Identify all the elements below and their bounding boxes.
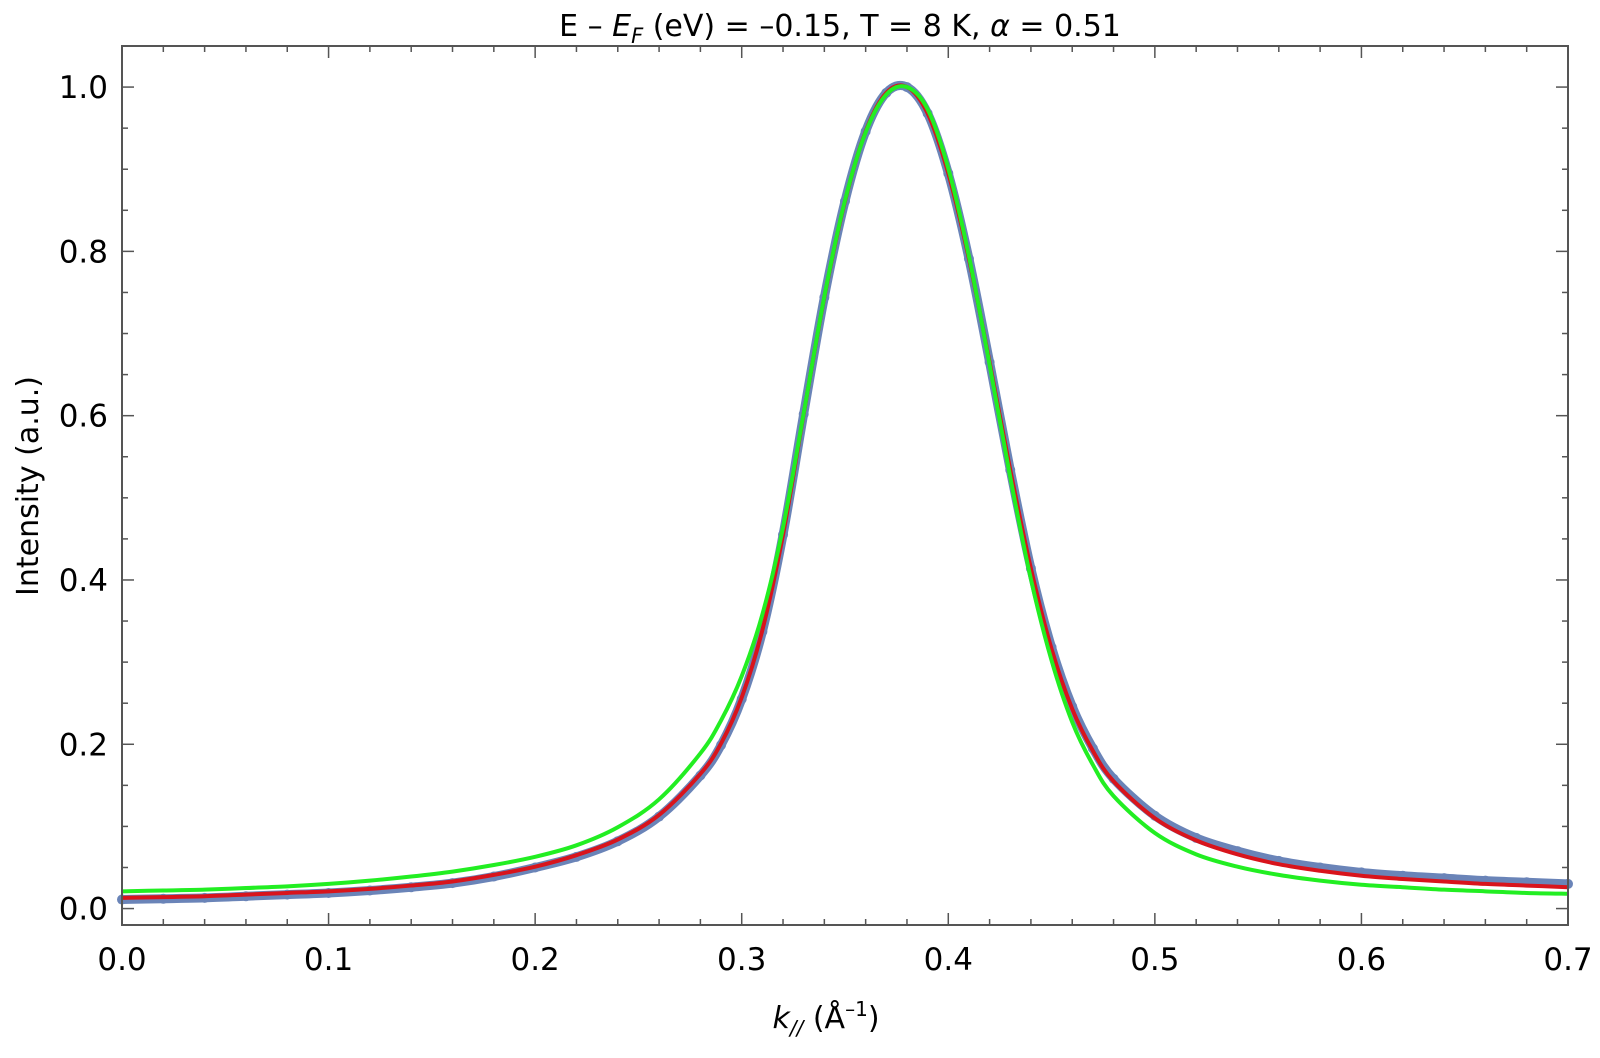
- y-tick-label: 0.8: [59, 234, 108, 270]
- x-tick-label: 0.7: [1543, 942, 1592, 978]
- title-ef-subscript: F: [631, 24, 644, 48]
- title-suffix: (eV) = –0.15, T = 8 K,: [643, 9, 990, 44]
- y-tick-label: 0.2: [59, 727, 108, 763]
- x-tick-label: 0.2: [510, 942, 559, 978]
- y-tick-label: 0.4: [59, 563, 108, 599]
- title-alpha-symbol: α: [990, 9, 1010, 44]
- x-tick-label: 0.3: [717, 942, 766, 978]
- y-tick-label: 0.6: [59, 399, 108, 435]
- y-axis-label: Intensity (a.u.): [11, 376, 46, 596]
- x-tick-label: 0.5: [1130, 942, 1179, 978]
- title-alpha-value: = 0.51: [1010, 9, 1121, 44]
- title-prefix: E –: [559, 9, 612, 44]
- x-axis-label-unit-close: ): [868, 1001, 880, 1036]
- x-axis-label-k: k: [772, 1001, 791, 1036]
- x-axis-label-unit-exp: –1: [845, 997, 868, 1021]
- x-axis-label: k// (Å–1): [772, 997, 879, 1040]
- y-tick-label: 1.0: [59, 70, 108, 106]
- x-axis-label-k-subscript: //: [788, 1016, 806, 1040]
- x-axis: 0.0 0.1 0.2 0.3 0.4 0.5 0.6 0.7: [97, 46, 1593, 978]
- x-axis-label-unit-open: (Å: [803, 1000, 845, 1036]
- title-ef-symbol: E: [612, 9, 631, 44]
- fit-line-green: [121, 84, 1569, 896]
- x-tick-label: 0.4: [924, 942, 973, 978]
- x-tick-label: 0.0: [97, 942, 146, 978]
- y-tick-label: 0.0: [59, 892, 108, 928]
- plot-frame: [121, 45, 1569, 926]
- plot-area: [117, 80, 1573, 905]
- chart-title: E – EF (eV) = –0.15, T = 8 K, α = 0.51: [559, 9, 1121, 48]
- y-axis: 0.0 0.2 0.4 0.6 0.8 1.0: [59, 45, 1568, 928]
- x-tick-label: 0.6: [1337, 942, 1386, 978]
- x-tick-label: 0.1: [304, 942, 353, 978]
